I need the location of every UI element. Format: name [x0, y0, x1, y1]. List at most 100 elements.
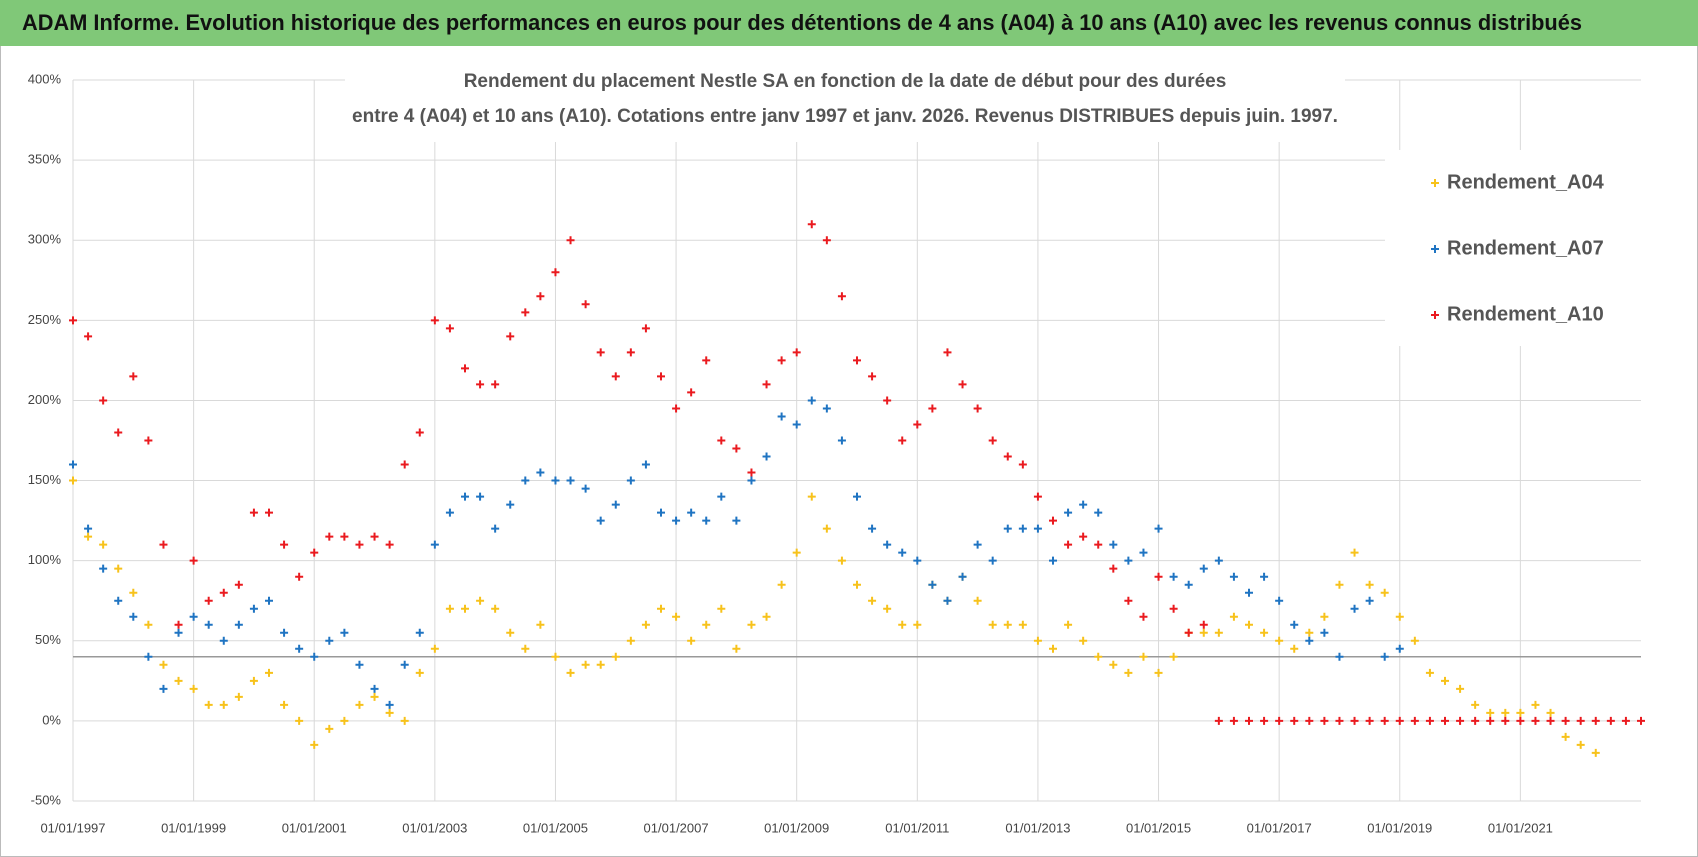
legend-marker [1431, 311, 1439, 319]
point [1275, 596, 1284, 605]
point [1380, 716, 1389, 725]
point [1637, 716, 1645, 725]
point [732, 516, 741, 525]
point [415, 628, 424, 637]
point [159, 684, 168, 693]
point [69, 316, 77, 325]
point [973, 404, 982, 413]
point [868, 372, 877, 381]
point [1169, 604, 1178, 613]
point [219, 700, 228, 709]
x-tick-label: 01/01/1999 [161, 820, 226, 835]
point [898, 436, 907, 445]
point [807, 220, 816, 229]
point [355, 540, 364, 549]
point [1245, 716, 1253, 725]
y-tick-label: 350% [28, 152, 62, 167]
point [491, 604, 500, 613]
point [174, 628, 183, 637]
point [1214, 628, 1223, 637]
point [1214, 556, 1223, 565]
point [1456, 716, 1465, 725]
point [265, 508, 273, 517]
point [1214, 716, 1223, 725]
point [249, 508, 258, 517]
point [792, 420, 801, 429]
point [1305, 636, 1314, 645]
point [129, 372, 138, 381]
point [1064, 540, 1073, 549]
x-tick-label: 01/01/2007 [644, 820, 709, 835]
point [1320, 628, 1329, 637]
point [1591, 716, 1600, 725]
point [1486, 716, 1495, 725]
point [265, 668, 273, 677]
point [777, 356, 786, 365]
point [249, 604, 258, 613]
point [566, 668, 575, 677]
point [1425, 716, 1434, 725]
point [370, 692, 379, 701]
point [1154, 572, 1163, 581]
point [1003, 620, 1012, 629]
point [430, 644, 439, 653]
point [1049, 516, 1057, 525]
legend-label: Rendement_A10 [1447, 303, 1604, 325]
point [611, 372, 620, 381]
title-bg [345, 66, 1345, 142]
point [747, 620, 756, 629]
point [491, 380, 500, 389]
point [883, 540, 892, 549]
point [717, 492, 726, 501]
legend-label: Rendement_A07 [1447, 237, 1604, 259]
point [521, 476, 530, 485]
point [536, 620, 545, 629]
point [506, 628, 515, 637]
point [898, 548, 907, 557]
point [204, 620, 213, 629]
point [1410, 716, 1419, 725]
point [732, 444, 741, 453]
point [521, 644, 530, 653]
x-tick-label: 01/01/2001 [282, 820, 347, 835]
point [385, 540, 394, 549]
point [1003, 524, 1012, 533]
point [219, 636, 228, 645]
point [1546, 716, 1555, 725]
point [370, 532, 379, 541]
point [1516, 716, 1525, 725]
point [430, 540, 439, 549]
point [1064, 620, 1073, 629]
point [129, 588, 138, 597]
point [1561, 732, 1570, 741]
point [385, 708, 394, 717]
point [144, 436, 153, 445]
point [943, 596, 952, 605]
point [1335, 716, 1344, 725]
point [144, 620, 153, 629]
point [1184, 628, 1193, 637]
point [1425, 668, 1434, 677]
point [1229, 572, 1238, 581]
point [822, 524, 831, 533]
point [626, 636, 635, 645]
point [1139, 612, 1148, 621]
point [792, 348, 801, 357]
point [310, 652, 319, 661]
point [1154, 524, 1163, 533]
point [853, 356, 861, 365]
point [551, 268, 560, 277]
point [174, 620, 183, 629]
chart-title: entre 4 (A04) et 10 ans (A10). Cotations… [352, 106, 1338, 127]
point [777, 412, 786, 421]
point [265, 596, 273, 605]
legend-box [1385, 150, 1641, 346]
point [1531, 716, 1540, 725]
point [1260, 572, 1269, 581]
point [385, 700, 394, 709]
point [913, 556, 922, 565]
point [189, 556, 198, 565]
point [626, 348, 635, 357]
point [868, 524, 877, 533]
